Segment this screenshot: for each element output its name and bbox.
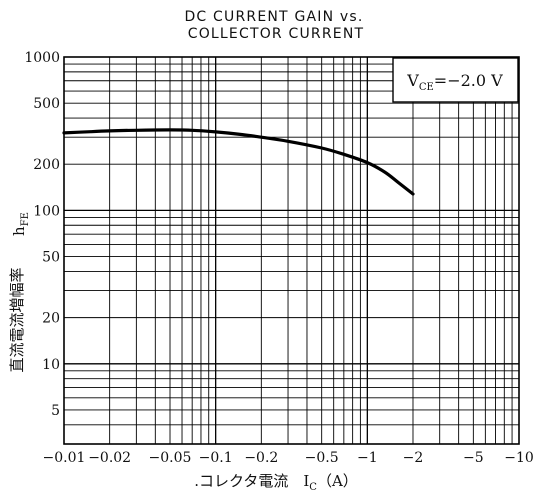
grid-major — [64, 57, 519, 444]
y-axis-label-jp: 直流電流増幅率 — [8, 267, 26, 372]
y-tick-label: 200 — [33, 157, 60, 173]
x-tick-label: −2 — [403, 450, 424, 466]
x-axis-label-text: .コレクタ電流 IC（A） — [194, 472, 358, 493]
plot-frame — [63, 56, 520, 445]
y-tick-label: 50 — [42, 250, 60, 266]
x-axis-label-main: .コレクタ電流 I — [194, 472, 309, 490]
vce-annotation-text: VCE=−2.0 V — [406, 71, 503, 93]
x-tick-label: −0.02 — [88, 450, 131, 466]
vce-annotation-prefix: V — [406, 71, 419, 90]
x-axis-label-unit: （A） — [317, 472, 358, 490]
x-tick-label: −0.5 — [305, 450, 339, 466]
vce-annotation: VCE=−2.0 V — [392, 57, 519, 103]
y-axis-label-subscript: FE — [20, 212, 31, 226]
chart-title-line-2: COLLECTOR CURRENT — [188, 26, 365, 42]
vce-annotation-box — [392, 57, 519, 103]
x-tick-label: −5 — [463, 450, 484, 466]
y-tick-label: 1000 — [24, 50, 60, 66]
x-tick-label: −0.2 — [244, 450, 278, 466]
x-tick-label: −10 — [504, 450, 534, 466]
grid-minor — [64, 57, 519, 444]
y-axis-label-hfe: hFE — [10, 212, 31, 236]
y-tick-labels: 1000 500 200 100 50 20 10 5 — [24, 50, 60, 419]
y-axis-label-main: h — [10, 226, 28, 236]
x-tick-label: −0.1 — [199, 450, 233, 466]
y-axis-label: hFE 直流電流増幅率 — [8, 212, 31, 372]
x-tick-labels: −0.01 −0.02 −0.05 −0.1 −0.2 −0.5 −1 −2 −5 −10 — [43, 450, 534, 466]
vce-annotation-subscript: CE — [419, 82, 434, 93]
y-tick-label: 5 — [51, 403, 60, 419]
x-axis-label: .コレクタ電流 IC（A） — [194, 472, 358, 493]
y-tick-label: 20 — [42, 311, 60, 327]
chart-title: DC CURRENT GAIN vs. COLLECTOR CURRENT — [184, 9, 365, 42]
x-tick-label: −0.01 — [43, 450, 86, 466]
x-axis-label-subscript: C — [309, 482, 317, 493]
y-tick-label: 500 — [33, 96, 60, 112]
y-tick-label: 10 — [42, 357, 60, 373]
y-tick-label: 100 — [33, 203, 60, 219]
x-tick-label: −0.05 — [149, 450, 192, 466]
x-tick-label: −1 — [357, 450, 378, 466]
hfe-curve — [62, 128, 415, 196]
vce-annotation-value: =−2.0 V — [434, 71, 503, 90]
chart-title-line-1: DC CURRENT GAIN vs. — [184, 9, 363, 25]
